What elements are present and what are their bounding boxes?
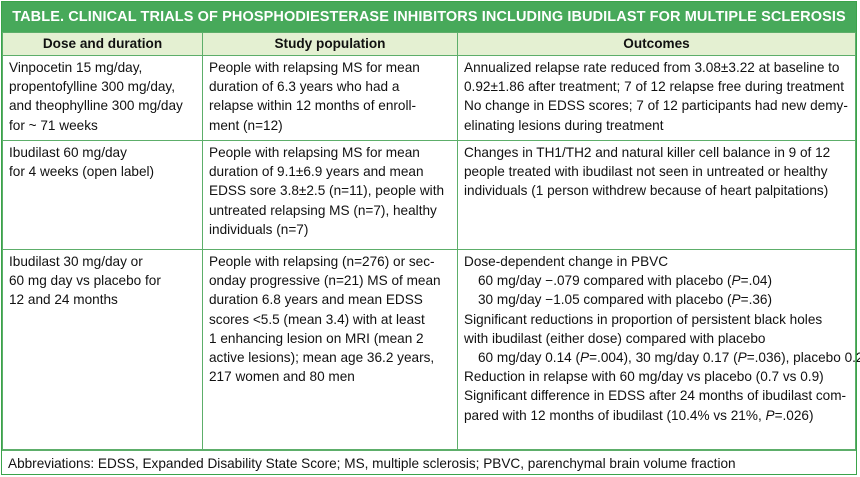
cell-line: relapse within 12 months of enroll-	[209, 98, 417, 114]
cell-line: Vinpocetin 15 mg/day,	[9, 60, 143, 75]
cell-line: ment (n=12)	[209, 117, 283, 133]
cell-line: and theophylline 300 mg/day	[9, 98, 183, 114]
cell-line: 1 enhancing lesion on MRI (mean 2	[209, 330, 424, 346]
cell-line: Ibudilast 30 mg/day or	[9, 254, 143, 269]
cell-line: People with relapsing MS for mean	[209, 145, 420, 160]
table-row: Ibudilast 30 mg/day or 60 mg day vs plac…	[2, 249, 860, 450]
cell-line: for ~ 71 weeks	[9, 117, 98, 133]
cell-line: onday progressive (n=21) MS of mean	[209, 273, 441, 289]
cell-line: Dose-dependent change in PBVC	[464, 254, 669, 269]
cell-line: 30 mg/day −1.05 compared with placebo (P…	[478, 292, 772, 308]
cell-line: elinating lesions during treatment	[464, 117, 664, 133]
cell-line: 12 and 24 months	[9, 292, 118, 308]
cell-line: People with relapsing (n=276) or sec-	[209, 254, 435, 269]
outcomes-cell: Annualized relapse rate reduced from 3.0…	[457, 55, 856, 141]
cell-line: people treated with ibudilast not seen i…	[464, 164, 828, 180]
cell-line: pared with 12 months of ibudilast (10.4%…	[464, 407, 814, 423]
cell-line: duration of 9.1±6.9 years and mean	[209, 164, 424, 180]
dose-cell: Vinpocetin 15 mg/day, propentofylline 30…	[2, 55, 203, 141]
dose-cell: Ibudilast 60 mg/day for 4 weeks (open la…	[2, 140, 203, 250]
cell-line: Ibudilast 60 mg/day	[9, 145, 127, 160]
cell-line: Significant reductions in proportion of …	[464, 311, 823, 327]
cell-line: Annualized relapse rate reduced from 3.0…	[464, 60, 840, 75]
cell-line: 60 mg day vs placebo for	[9, 273, 161, 289]
cell-line: duration 6.8 years and mean EDSS	[209, 292, 423, 308]
cell-line: for 4 weeks (open label)	[9, 164, 155, 180]
trials-table: Dose and duration Study population Outco…	[2, 32, 860, 450]
population-cell: People with relapsing MS for mean durati…	[202, 55, 458, 141]
table-row: Ibudilast 60 mg/day for 4 weeks (open la…	[2, 140, 856, 250]
cell-line: with ibudilast (either dose) compared wi…	[464, 330, 766, 346]
cell-line: 60 mg/day 0.14 (P=.004), 30 mg/day 0.17 …	[478, 350, 860, 366]
cell-line: Changes in TH1/TH2 and natural killer ce…	[464, 145, 831, 160]
cell-line: People with relapsing MS for mean	[209, 60, 420, 75]
outcomes-cell: Changes in TH1/TH2 and natural killer ce…	[457, 140, 856, 250]
header-dose: Dose and duration	[2, 32, 203, 56]
cell-line: No change in EDSS scores; 7 of 12 partic…	[464, 98, 848, 114]
cell-line: individuals (1 person withdrew because o…	[464, 183, 829, 199]
table-row: Vinpocetin 15 mg/day, propentofylline 30…	[2, 55, 856, 141]
outcomes-cell: Dose-dependent change in PBVC 60 mg/day −…	[457, 249, 860, 450]
cell-line: 217 women and 80 men	[209, 369, 355, 385]
cell-line: 0.92±1.86 after treatment; 7 of 12 relap…	[464, 79, 845, 95]
table-title: TABLE. CLINICAL TRIALS OF PHOSPHODIESTER…	[2, 2, 856, 32]
cell-line: EDSS sore 3.8±2.5 (n=11), people with	[209, 183, 445, 199]
header-population: Study population	[202, 32, 458, 56]
cell-line: Significant difference in EDSS after 24 …	[464, 388, 847, 404]
cell-line: untreated relapsing MS (n=7), healthy	[209, 202, 437, 218]
cell-line: 60 mg/day −.079 compared with placebo (P…	[478, 273, 772, 289]
abbreviations-footnote: Abbreviations: EDSS, Expanded Disability…	[2, 450, 856, 477]
header-row: Dose and duration Study population Outco…	[2, 32, 856, 56]
dose-cell: Ibudilast 30 mg/day or 60 mg day vs plac…	[2, 249, 203, 450]
cell-line: scores <5.5 (mean 3.4) with at least	[209, 311, 425, 327]
cell-line: active lesions); mean age 36.2 years,	[209, 350, 435, 366]
population-cell: People with relapsing (n=276) or sec- on…	[202, 249, 458, 450]
cell-line: Reduction in relapse with 60 mg/day vs p…	[464, 369, 824, 385]
cell-line: propentofylline 300 mg/day,	[9, 79, 175, 95]
cell-line: duration of 6.3 years who had a	[209, 79, 400, 95]
cell-line: individuals (n=7)	[209, 221, 309, 237]
population-cell: People with relapsing MS for mean durati…	[202, 140, 458, 250]
header-outcomes: Outcomes	[457, 32, 856, 56]
